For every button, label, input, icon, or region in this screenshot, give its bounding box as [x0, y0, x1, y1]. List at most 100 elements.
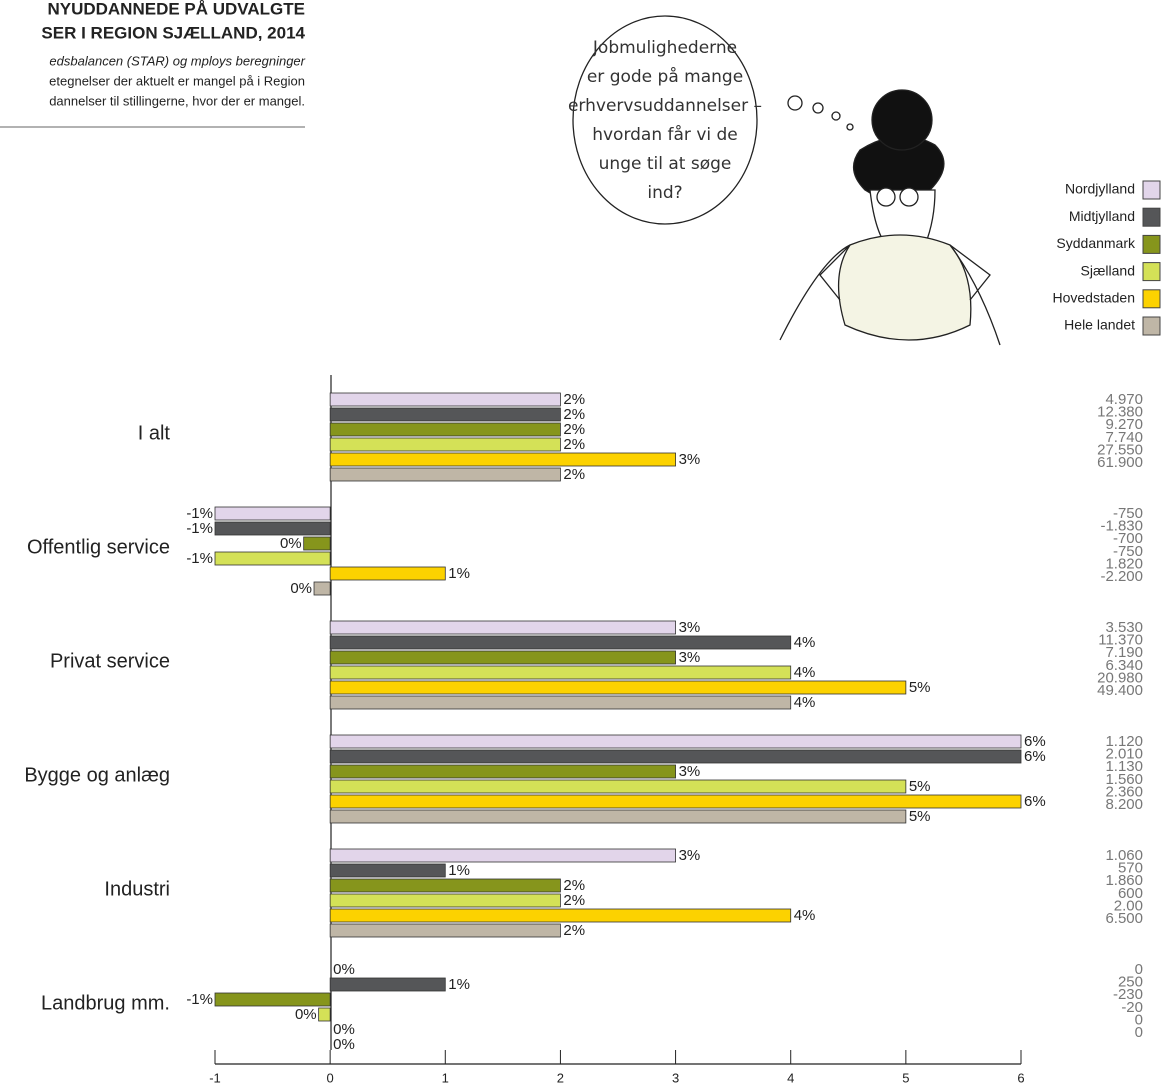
count-label: 1.120: [1105, 733, 1143, 750]
legend-swatch: [1142, 207, 1161, 227]
count-label: 2.360: [1105, 783, 1143, 800]
count-label: 7.190: [1105, 644, 1143, 661]
bar: [318, 1007, 331, 1022]
category-label: I alt: [138, 422, 171, 444]
legend-label: Syddanmark: [1056, 235, 1136, 251]
value-label: 6%: [1024, 793, 1046, 810]
bar: [329, 908, 792, 923]
annotation: hvordan får vi de: [592, 124, 738, 145]
value-label: -1%: [186, 991, 213, 1008]
count-label: 0: [1135, 1024, 1143, 1041]
bar: [214, 506, 331, 521]
count-label: 1.060: [1105, 847, 1143, 864]
value-label: 0%: [333, 1021, 355, 1038]
legend-swatch: [1142, 180, 1161, 200]
value-label: 5%: [909, 679, 931, 696]
annotation: er gode på mange: [587, 66, 743, 87]
count-label: -750: [1113, 505, 1143, 522]
bar: [329, 749, 1022, 764]
bar: [329, 809, 907, 824]
bar: [329, 467, 561, 482]
bar: [214, 992, 331, 1007]
value-label: 2%: [563, 406, 585, 423]
count-label: 0: [1135, 961, 1143, 978]
value-label: 3%: [679, 451, 701, 468]
category-label: Offentlig service: [27, 536, 170, 558]
x-tick-label: 0: [327, 1070, 334, 1085]
x-tick-label: 4: [787, 1070, 794, 1085]
category-label: Bygge og anlæg: [24, 764, 170, 786]
count-label: 600: [1118, 885, 1143, 902]
count-label: 1.820: [1105, 555, 1143, 572]
annotation: unge til at søge: [599, 154, 732, 174]
value-label: 4%: [794, 694, 816, 711]
value-label: 2%: [563, 877, 585, 894]
count-label: 11.370: [1098, 632, 1143, 649]
value-label: 2%: [563, 466, 585, 483]
count-label: 6.340: [1105, 657, 1143, 674]
bar: [329, 977, 446, 992]
count-label: 570: [1118, 860, 1143, 877]
bar: [329, 392, 561, 407]
bar: [329, 695, 792, 710]
value-label: 5%: [909, 808, 931, 825]
value-label: 0%: [280, 535, 302, 552]
value-label: 4%: [794, 634, 816, 651]
value-label: 1%: [448, 976, 470, 993]
count-label: 27.550: [1097, 441, 1143, 458]
bar: [329, 848, 676, 863]
value-label: 5%: [909, 778, 931, 795]
bar: [329, 635, 792, 650]
annotation: erhvervsuddannelser –: [568, 96, 762, 116]
value-label: 3%: [679, 847, 701, 864]
annotation: ind?: [647, 183, 682, 203]
value-label: 2%: [563, 436, 585, 453]
value-label: 0%: [333, 1036, 355, 1053]
value-label: 2%: [563, 922, 585, 939]
value-label: -1%: [186, 520, 213, 537]
category-label: Industri: [104, 878, 170, 900]
bar: [329, 665, 792, 680]
count-label: 1.130: [1105, 758, 1143, 775]
count-label: 2.00: [1114, 897, 1143, 914]
value-label: 6%: [1024, 748, 1046, 765]
bar: [329, 923, 561, 938]
count-label: -2.200: [1100, 568, 1143, 585]
count-label: 2.010: [1105, 746, 1143, 763]
count-label: 7.740: [1105, 429, 1143, 446]
count-label: 61.900: [1097, 454, 1143, 471]
count-label: 8.200: [1105, 796, 1143, 813]
bar: [329, 650, 676, 665]
count-label: 49.400: [1097, 682, 1143, 699]
bar: [329, 452, 676, 467]
bar: [214, 551, 331, 566]
bar: [329, 794, 1022, 809]
legend-swatch: [1142, 262, 1161, 282]
bar: [313, 581, 331, 596]
x-tick-label: 2: [557, 1070, 564, 1085]
bar: [214, 521, 331, 536]
count-label: 20.980: [1097, 669, 1143, 686]
count-label: -700: [1113, 530, 1143, 547]
value-label: 0%: [333, 961, 355, 978]
bar: [329, 764, 676, 779]
bar: [329, 620, 676, 635]
x-tick-label: 6: [1017, 1070, 1024, 1085]
count-label: -230: [1113, 986, 1143, 1003]
value-label: 0%: [295, 1006, 317, 1023]
value-label: 3%: [679, 649, 701, 666]
subtitle: dannelser til stillingerne, hvor der er …: [49, 93, 305, 108]
value-label: 6%: [1024, 733, 1046, 750]
count-label: 1.560: [1105, 771, 1143, 788]
count-label: 9.270: [1105, 416, 1143, 433]
count-label: 250: [1118, 974, 1143, 991]
count-label: 0: [1135, 1011, 1143, 1028]
value-label: 4%: [794, 907, 816, 924]
count-label: -1.830: [1100, 518, 1143, 535]
legend-label: Nordjylland: [1065, 181, 1135, 197]
value-label: 1%: [448, 565, 470, 582]
x-tick-label: 5: [902, 1070, 909, 1085]
value-label: -1%: [186, 505, 213, 522]
bar: [329, 893, 561, 908]
